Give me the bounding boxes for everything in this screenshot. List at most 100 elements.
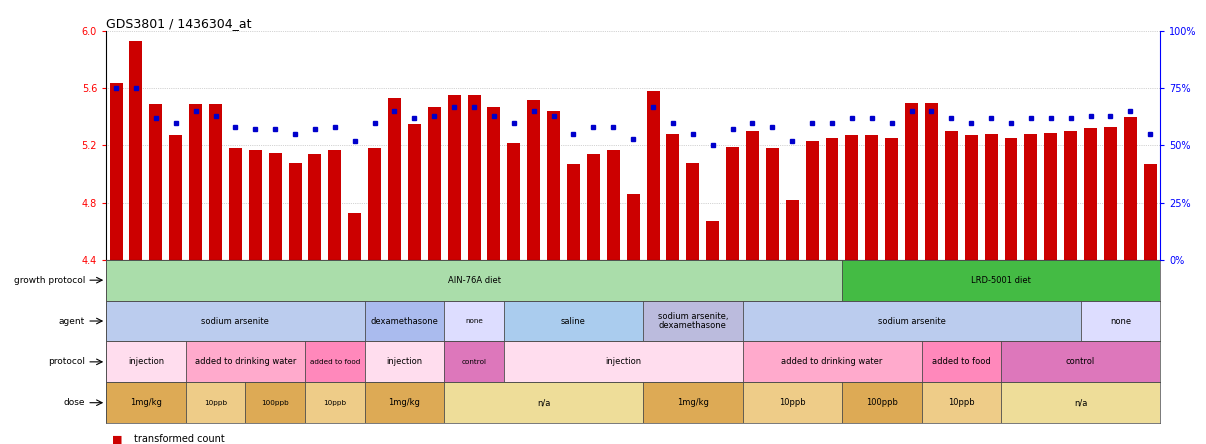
- Bar: [826, 138, 838, 260]
- Text: GDS3801 / 1436304_at: GDS3801 / 1436304_at: [106, 17, 252, 30]
- Bar: [444, 301, 504, 341]
- Bar: [504, 341, 743, 382]
- Bar: [627, 194, 639, 260]
- Bar: [1103, 127, 1117, 260]
- Text: n/a: n/a: [1073, 398, 1088, 407]
- Bar: [1024, 134, 1037, 260]
- Text: control: control: [1066, 357, 1095, 366]
- Bar: [229, 148, 242, 260]
- Bar: [1064, 131, 1077, 260]
- Bar: [305, 382, 364, 423]
- Bar: [1143, 164, 1157, 260]
- Text: dexamethasone: dexamethasone: [370, 317, 438, 325]
- Bar: [444, 382, 643, 423]
- Text: 1mg/kg: 1mg/kg: [388, 398, 421, 407]
- Bar: [364, 301, 444, 341]
- Text: injection: injection: [128, 357, 164, 366]
- Bar: [842, 260, 1160, 301]
- Bar: [106, 341, 186, 382]
- Text: 10ppb: 10ppb: [204, 400, 227, 406]
- Bar: [643, 301, 743, 341]
- Bar: [186, 341, 305, 382]
- Bar: [1081, 301, 1160, 341]
- Bar: [468, 95, 480, 260]
- Bar: [885, 138, 898, 260]
- Bar: [269, 153, 282, 260]
- Bar: [646, 91, 660, 260]
- Text: 1mg/kg: 1mg/kg: [130, 398, 162, 407]
- Bar: [169, 135, 182, 260]
- Bar: [1044, 133, 1058, 260]
- Bar: [921, 341, 1001, 382]
- Bar: [309, 154, 322, 260]
- Bar: [288, 163, 302, 260]
- Bar: [1001, 341, 1160, 382]
- Text: transformed count: transformed count: [134, 434, 224, 444]
- Bar: [504, 301, 643, 341]
- Text: protocol: protocol: [48, 357, 86, 366]
- Text: sodium arsenite: sodium arsenite: [878, 317, 946, 325]
- Bar: [965, 135, 978, 260]
- Text: added to food: added to food: [932, 357, 990, 366]
- Text: AIN-76A diet: AIN-76A diet: [447, 276, 500, 285]
- Bar: [1001, 382, 1160, 423]
- Text: agent: agent: [59, 317, 86, 325]
- Bar: [110, 83, 123, 260]
- Bar: [444, 341, 504, 382]
- Bar: [364, 341, 444, 382]
- Text: LRD-5001 diet: LRD-5001 diet: [971, 276, 1031, 285]
- Bar: [686, 163, 699, 260]
- Bar: [845, 135, 859, 260]
- Text: 100ppb: 100ppb: [262, 400, 289, 406]
- Bar: [388, 98, 400, 260]
- Bar: [747, 131, 759, 260]
- Bar: [944, 131, 958, 260]
- Bar: [408, 124, 421, 260]
- Text: none: none: [466, 318, 482, 324]
- Bar: [866, 135, 878, 260]
- Text: growth protocol: growth protocol: [13, 276, 86, 285]
- Bar: [189, 104, 203, 260]
- Text: injection: injection: [605, 357, 642, 366]
- Text: added to drinking water: added to drinking water: [781, 357, 883, 366]
- Bar: [106, 301, 364, 341]
- Text: 10ppb: 10ppb: [323, 400, 346, 406]
- Bar: [129, 41, 142, 260]
- Text: sodium arsenite,
dexamethasone: sodium arsenite, dexamethasone: [657, 312, 728, 330]
- Bar: [548, 111, 560, 260]
- Bar: [607, 150, 620, 260]
- Bar: [587, 154, 599, 260]
- Bar: [743, 341, 921, 382]
- Bar: [743, 382, 842, 423]
- Bar: [106, 382, 186, 423]
- Bar: [209, 104, 222, 260]
- Text: sodium arsenite: sodium arsenite: [201, 317, 269, 325]
- Text: dose: dose: [64, 398, 86, 407]
- Bar: [364, 382, 444, 423]
- Bar: [487, 107, 500, 260]
- Text: 1mg/kg: 1mg/kg: [677, 398, 709, 407]
- Bar: [428, 107, 440, 260]
- Bar: [842, 382, 921, 423]
- Bar: [925, 103, 938, 260]
- Text: 100ppb: 100ppb: [866, 398, 897, 407]
- Bar: [150, 104, 163, 260]
- Bar: [447, 95, 461, 260]
- Bar: [508, 143, 520, 260]
- Bar: [328, 150, 341, 260]
- Text: added to drinking water: added to drinking water: [194, 357, 295, 366]
- Text: injection: injection: [386, 357, 422, 366]
- Bar: [806, 141, 819, 260]
- Bar: [1005, 138, 1018, 260]
- Text: none: none: [1110, 317, 1131, 325]
- Bar: [245, 382, 305, 423]
- Bar: [527, 100, 540, 260]
- Bar: [305, 341, 364, 382]
- Bar: [643, 382, 743, 423]
- Bar: [743, 301, 1081, 341]
- Text: control: control: [462, 359, 486, 365]
- Bar: [707, 221, 719, 260]
- Bar: [906, 103, 918, 260]
- Bar: [186, 382, 245, 423]
- Text: saline: saline: [561, 317, 586, 325]
